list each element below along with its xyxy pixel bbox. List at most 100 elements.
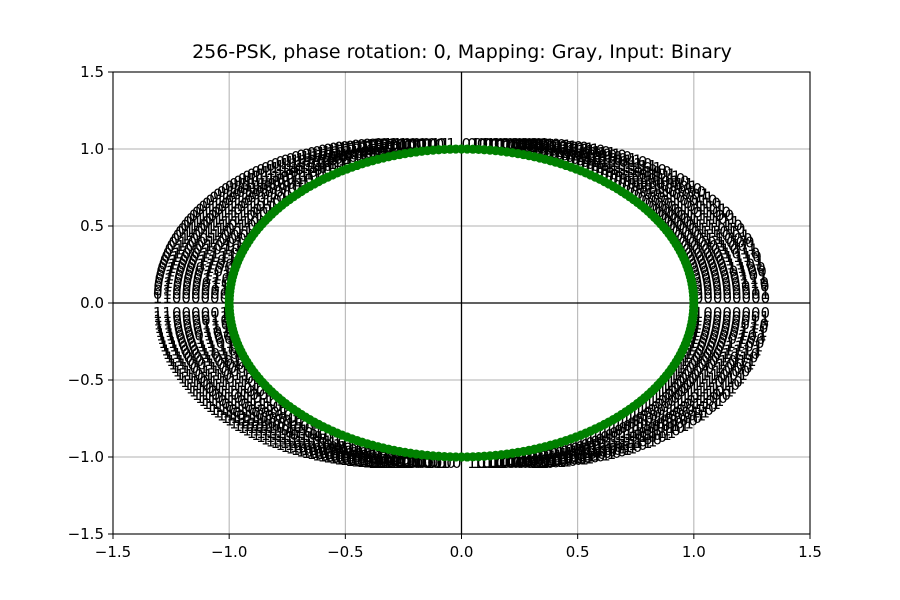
symbol-label: 00011100 [658, 207, 734, 225]
symbol-label: 00101001 [545, 145, 621, 163]
symbol-label: 01010011 [213, 186, 289, 204]
symbol-label: 10000111 [691, 323, 767, 341]
y-tick-label: 1.0 [80, 140, 104, 158]
symbol-label: 10101100 [507, 451, 583, 469]
symbol-label: 01001010 [165, 241, 241, 259]
symbol-label: 10011010 [666, 373, 742, 391]
x-tick-label: −0.5 [327, 543, 363, 561]
symbol-label: 00111001 [561, 150, 637, 168]
x-tick-label: 1.0 [682, 543, 706, 561]
symbol-label: 00101010 [534, 143, 610, 161]
symbol-label: 10010100 [651, 389, 727, 407]
symbol-label: 10011000 [674, 363, 750, 381]
symbol-label: 11001110 [161, 341, 237, 359]
symbol-label: 00111010 [571, 153, 647, 171]
symbol-label: 10001000 [676, 359, 752, 377]
symbol-label: 00110111 [604, 168, 680, 186]
symbol-label: 00101110 [529, 142, 605, 160]
symbol-label: 10011001 [672, 366, 748, 384]
symbol-label: 01000010 [154, 274, 230, 292]
symbol-label: 01101110 [323, 141, 399, 159]
symbol-label: 01000111 [155, 266, 231, 284]
symbol-label: 10011101 [658, 383, 734, 401]
symbol-label: 10001101 [687, 338, 763, 356]
symbol-label: 11011100 [189, 383, 265, 401]
symbol-label: 01110110 [242, 168, 318, 186]
symbol-label: 01110101 [251, 163, 327, 181]
symbol-label: 00000100 [690, 263, 766, 281]
symbol-label: 01110010 [238, 170, 314, 188]
symbol-label: 01010001 [217, 183, 293, 201]
symbol-label: 11011010 [178, 369, 254, 387]
symbol-label: 00000101 [691, 266, 767, 284]
symbol-label: 10010110 [641, 398, 717, 416]
symbol-label: 00110011 [618, 175, 694, 193]
x-tick-label: 0.5 [566, 543, 590, 561]
symbol-label: 10011111 [661, 379, 737, 397]
symbol-label: 00101111 [523, 141, 599, 159]
symbol-label: 10110010 [609, 419, 685, 437]
symbol-label: 11110010 [233, 417, 309, 435]
symbol-label: 10010111 [645, 395, 721, 413]
symbol-label: 01101000 [302, 145, 378, 163]
symbol-label: 01001111 [161, 248, 237, 266]
symbol-label: 01110011 [233, 172, 309, 190]
symbol-label: 00110000 [626, 180, 702, 198]
symbol-label: 11100100 [340, 451, 416, 469]
symbol-label: 11110101 [247, 424, 323, 442]
y-tick-label: 1.5 [80, 63, 104, 81]
symbol-label: 00001011 [682, 241, 758, 259]
symbol-label: 00111100 [591, 161, 667, 179]
symbol-label: 11011110 [180, 373, 256, 391]
symbol-label: 11001100 [157, 330, 233, 348]
symbol-label: 10101110 [523, 449, 599, 467]
symbol-label: 00111111 [581, 157, 657, 175]
symbol-label: 00011011 [672, 223, 748, 241]
symbol-label: 00011111 [664, 213, 740, 231]
symbol-label: 11101010 [312, 446, 388, 464]
symbol-label: 01011010 [180, 216, 256, 234]
symbol-label: 01101010 [318, 142, 394, 160]
symbol-label: 11110000 [221, 409, 297, 427]
symbol-label: 00010100 [655, 203, 731, 221]
symbol-label: 00010101 [651, 200, 727, 218]
symbol-label: 00010001 [634, 186, 710, 204]
symbol-label: 00010110 [645, 194, 721, 212]
symbol-label: 10000011 [693, 312, 769, 330]
symbol-label: 10000110 [692, 319, 768, 337]
symbol-label: 01000100 [157, 259, 233, 277]
symbol-label: 11000101 [155, 323, 231, 341]
symbol-label: 01010110 [206, 191, 282, 209]
symbol-label: 11111010 [276, 436, 352, 454]
symbol-label: 11111000 [291, 441, 367, 459]
symbol-label: 11011001 [173, 363, 249, 381]
symbol-label: 10110111 [600, 424, 676, 442]
symbol-label: 00101000 [550, 147, 626, 165]
symbol-label: 10001001 [678, 356, 754, 374]
symbol-label: 01001001 [168, 234, 244, 252]
symbol-label: 01110001 [229, 175, 305, 193]
symbol-label: 10000100 [689, 330, 765, 348]
symbol-label: 10001110 [684, 345, 760, 363]
symbol-label: 11010100 [192, 386, 268, 404]
symbol-label: 00001001 [680, 237, 756, 255]
symbol-label: 11001011 [165, 349, 241, 367]
symbol-label: 01101001 [307, 144, 383, 162]
symbol-label: 10000101 [690, 327, 766, 345]
symbol-label: 10010011 [634, 404, 710, 422]
symbol-label: 11101000 [296, 442, 372, 460]
symbol-label: 10001111 [685, 341, 761, 359]
symbol-label: 00111110 [576, 155, 652, 173]
symbol-label: 11110110 [238, 419, 314, 437]
symbol-label: 01010100 [195, 200, 271, 218]
symbol-label: 00011001 [674, 227, 750, 245]
symbol-label: 00011101 [661, 210, 737, 228]
symbol-label: 11011000 [170, 359, 246, 377]
symbol-label: 10001010 [682, 349, 758, 367]
symbol-label: 11101110 [318, 448, 394, 466]
symbol-label: 01010000 [221, 180, 297, 198]
symbol-label: 10111101 [581, 432, 657, 450]
axis-ticks: −1.5 −1.0 −0.5 0.0 0.5 1.0 1.5 −1.5 −1.0 −0.5 0.0 0… [68, 63, 822, 561]
symbol-label: 11010101 [195, 389, 271, 407]
symbol-label: 11010011 [209, 401, 285, 419]
